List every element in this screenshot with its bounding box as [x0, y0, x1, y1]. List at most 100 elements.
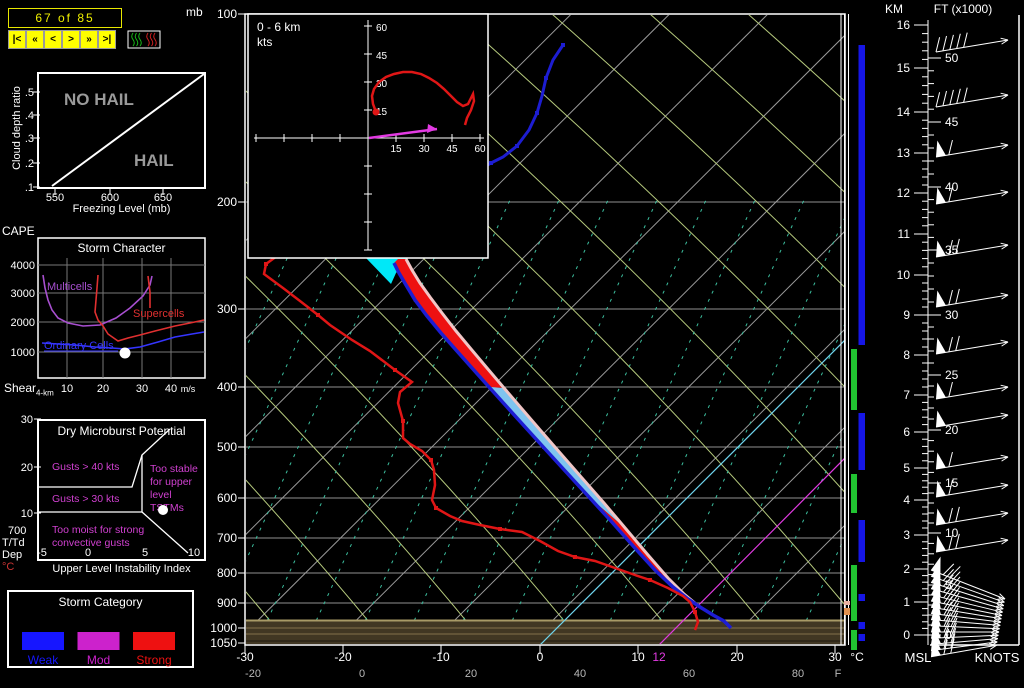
- svg-text:for upper: for upper: [150, 476, 193, 488]
- svg-text:1050: 1050: [210, 636, 237, 650]
- svg-text:60: 60: [474, 144, 486, 155]
- svg-text:Mod: Mod: [87, 653, 110, 667]
- svg-text:T/Td: T/Td: [2, 537, 25, 549]
- svg-text:.4: .4: [25, 110, 34, 122]
- wind-barb-column: [930, 32, 1009, 658]
- svg-text:60: 60: [376, 23, 388, 34]
- svg-text:10: 10: [21, 508, 33, 520]
- svg-text:-5: -5: [37, 547, 47, 559]
- km-scale-header: KM: [885, 2, 903, 16]
- svg-text:.1: .1: [25, 182, 34, 194]
- svg-text:convective gusts: convective gusts: [52, 537, 130, 549]
- svg-text:5: 5: [142, 547, 148, 559]
- svg-text:-10: -10: [432, 650, 450, 664]
- svg-text:200: 200: [217, 195, 237, 209]
- svg-text:Weak: Weak: [28, 653, 59, 667]
- svg-text:0: 0: [359, 668, 365, 680]
- svg-text:30: 30: [21, 414, 33, 426]
- svg-text:m/s: m/s: [181, 384, 196, 394]
- cape-axis-label: CAPE: [2, 224, 35, 238]
- next-sounding-button[interactable]: >: [62, 30, 80, 49]
- svg-text:1000: 1000: [11, 347, 35, 359]
- svg-text:0: 0: [537, 650, 544, 664]
- svg-text:50: 50: [945, 51, 959, 65]
- first-sounding-button[interactable]: |<: [8, 30, 26, 49]
- svg-text:3000: 3000: [11, 288, 35, 300]
- svg-text:10: 10: [188, 547, 200, 559]
- svg-text:700: 700: [8, 525, 26, 537]
- svg-text:40: 40: [165, 383, 177, 395]
- svg-text:level: level: [150, 489, 172, 501]
- svg-text:600: 600: [101, 192, 119, 204]
- svg-text:10: 10: [631, 650, 645, 664]
- svg-text:.5: .5: [25, 87, 34, 99]
- hail-chart-xlabel: Freezing Level (mb): [72, 203, 171, 215]
- svg-text:30: 30: [136, 383, 148, 395]
- svg-text:1000: 1000: [210, 621, 237, 635]
- svg-text:Multicells: Multicells: [47, 281, 93, 293]
- soundings-icon[interactable]: [127, 30, 161, 49]
- svg-text:Ordinary Cells: Ordinary Cells: [44, 340, 114, 352]
- svg-text:10: 10: [945, 526, 959, 540]
- svg-text:25: 25: [945, 368, 959, 382]
- svg-text:2: 2: [903, 562, 910, 576]
- svg-text:F: F: [835, 668, 842, 680]
- svg-text:9: 9: [903, 308, 910, 322]
- svg-text:650: 650: [154, 192, 172, 204]
- hail-region-label: HAIL: [134, 151, 174, 170]
- svg-text:45: 45: [945, 115, 959, 129]
- svg-text:20: 20: [21, 462, 33, 474]
- svg-text:11: 11: [898, 227, 911, 241]
- svg-text:-30: -30: [236, 650, 254, 664]
- svg-text:0: 0: [945, 628, 952, 642]
- svg-text:400: 400: [217, 380, 237, 394]
- storm-character-title: Storm Character: [77, 241, 166, 255]
- sounding-nav-toolbar: |< « < > » >|: [8, 30, 116, 49]
- svg-text:500: 500: [217, 440, 237, 454]
- svg-text:1: 1: [903, 595, 910, 609]
- svg-text:30: 30: [418, 144, 430, 155]
- svg-text:.2: .2: [25, 158, 34, 170]
- svg-text:Gusts > 30 kts: Gusts > 30 kts: [52, 493, 119, 505]
- svg-text:12: 12: [897, 186, 911, 200]
- svg-text:Dep: Dep: [2, 549, 22, 561]
- svg-text:40: 40: [574, 668, 586, 680]
- microburst-xlabel: Upper Level Instability Index: [52, 563, 191, 575]
- fast-back-button[interactable]: «: [26, 30, 44, 49]
- svg-text:600: 600: [217, 491, 237, 505]
- svg-text:5: 5: [903, 461, 910, 475]
- microburst-title: Dry Microburst Potential: [57, 424, 186, 438]
- svg-text:30: 30: [376, 79, 388, 90]
- svg-text:8: 8: [903, 348, 910, 362]
- svg-text:45: 45: [376, 51, 388, 62]
- svg-text:15: 15: [897, 61, 911, 75]
- fast-forward-button[interactable]: »: [80, 30, 98, 49]
- hodograph-inset: 15 30 45 60 60 45 30 15: [247, 13, 489, 259]
- svg-text:20: 20: [97, 383, 109, 395]
- hodograph-units-label: kts: [257, 35, 273, 49]
- hail-chart: .5 .4 .3 .2 .1 550 600 650: [25, 72, 206, 204]
- svg-text:10: 10: [61, 383, 73, 395]
- shear-axis-label: Shear4-km: [4, 381, 54, 398]
- storm-category-legend: Weak Mod Strong: [7, 590, 194, 668]
- svg-text:16: 16: [897, 18, 911, 32]
- svg-text:2000: 2000: [11, 317, 35, 329]
- svg-text:-20: -20: [334, 650, 352, 664]
- knots-label: KNOTS: [974, 650, 1020, 665]
- svg-text:100: 100: [217, 7, 237, 21]
- ft-scale-header: FT (x1000): [933, 2, 993, 16]
- svg-text:20: 20: [945, 423, 959, 437]
- prev-sounding-button[interactable]: <: [44, 30, 62, 49]
- svg-text:3: 3: [903, 528, 910, 542]
- svg-text:45: 45: [446, 144, 458, 155]
- svg-text:7: 7: [903, 388, 910, 402]
- svg-text:60: 60: [683, 668, 695, 680]
- last-sounding-button[interactable]: >|: [98, 30, 116, 49]
- svg-text:800: 800: [217, 566, 237, 580]
- svg-text:Too moist for strong: Too moist for strong: [52, 524, 144, 536]
- svg-text:Strong: Strong: [136, 653, 171, 667]
- svg-text:-20: -20: [245, 668, 261, 680]
- svg-text:14: 14: [897, 105, 911, 119]
